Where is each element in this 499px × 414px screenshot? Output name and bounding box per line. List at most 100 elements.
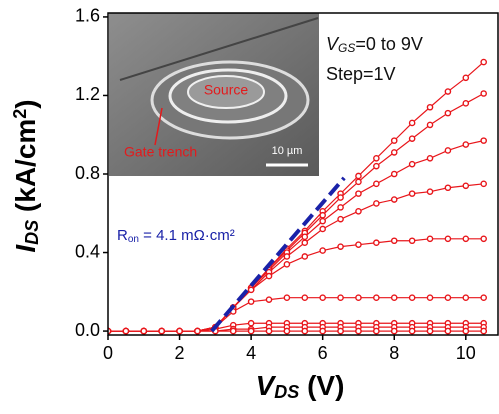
marker: [284, 262, 289, 267]
marker: [445, 328, 450, 333]
marker: [159, 328, 164, 333]
marker: [320, 226, 325, 231]
x-tick-label: 2: [175, 343, 185, 363]
marker: [177, 328, 182, 333]
marker: [392, 197, 397, 202]
marker: [374, 328, 379, 333]
marker: [356, 179, 361, 184]
marker: [302, 240, 307, 245]
marker: [374, 156, 379, 161]
marker: [410, 238, 415, 243]
marker: [302, 295, 307, 300]
marker: [320, 219, 325, 224]
marker: [338, 295, 343, 300]
marker: [356, 328, 361, 333]
marker: [302, 328, 307, 333]
marker: [356, 209, 361, 214]
marker: [427, 105, 432, 110]
marker: [463, 75, 468, 80]
marker: [249, 321, 254, 326]
series-line: [108, 239, 484, 331]
marker: [302, 234, 307, 239]
x-tick-label: 6: [318, 343, 328, 363]
marker: [445, 111, 450, 116]
inset-image: Source Gate trench 10 µm: [109, 13, 319, 176]
marker: [427, 295, 432, 300]
marker: [463, 142, 468, 147]
marker: [481, 91, 486, 96]
x-axis-title: VDS (V): [256, 370, 345, 402]
marker: [463, 183, 468, 188]
marker: [374, 164, 379, 169]
marker: [392, 295, 397, 300]
marker: [338, 205, 343, 210]
chart: Source Gate trench 10 µm 0.00.40.81.21.6…: [0, 0, 499, 414]
marker: [249, 328, 254, 333]
marker: [320, 295, 325, 300]
marker: [427, 236, 432, 241]
marker: [427, 189, 432, 194]
x-tick-label: 10: [456, 343, 476, 363]
marker: [284, 328, 289, 333]
marker: [410, 328, 415, 333]
fit-label: Ron = 4.1 mΩ·cm²: [117, 227, 235, 245]
marker: [195, 328, 200, 333]
marker: [356, 191, 361, 196]
y-tick-label: 1.6: [75, 6, 100, 26]
marker: [392, 328, 397, 333]
marker: [266, 328, 271, 333]
y-tick-label: 0.8: [75, 163, 100, 183]
marker: [338, 328, 343, 333]
marker: [231, 328, 236, 333]
marker: [481, 328, 486, 333]
annotation: VGS=0 to 9V: [326, 34, 423, 55]
marker: [427, 156, 432, 161]
marker: [302, 254, 307, 259]
marker: [410, 191, 415, 196]
x-tick-label: 4: [246, 343, 256, 363]
marker: [463, 328, 468, 333]
annotation: Step=1V: [326, 64, 396, 84]
marker: [481, 59, 486, 64]
y-axis-title-part: ): [10, 99, 41, 108]
marker: [463, 236, 468, 241]
scale-label: 10 µm: [272, 145, 303, 157]
y-axis-title: IDS (kA/cm2): [10, 99, 43, 252]
y-axis-title-part: 2: [10, 109, 30, 119]
marker: [338, 217, 343, 222]
marker: [320, 213, 325, 218]
x-tick-label: 8: [389, 343, 399, 363]
marker: [284, 295, 289, 300]
marker: [374, 240, 379, 245]
x-axis-title-part: (V): [299, 370, 344, 401]
fit-label-part: R: [117, 227, 128, 244]
marker: [410, 136, 415, 141]
marker: [481, 138, 486, 143]
fit-line: [212, 178, 344, 331]
marker: [445, 148, 450, 153]
marker: [463, 295, 468, 300]
annotation-part: Step=1V: [326, 64, 396, 84]
marker: [392, 238, 397, 243]
marker: [123, 328, 128, 333]
inset-label: Gate trench: [124, 144, 197, 160]
marker: [284, 254, 289, 259]
marker: [356, 242, 361, 247]
fit-label-part: = 4.1 mΩ·cm²: [139, 227, 235, 244]
marker: [481, 295, 486, 300]
y-tick-label: 0.0: [75, 320, 100, 340]
marker: [374, 181, 379, 186]
marker: [320, 248, 325, 253]
y-tick-label: 1.2: [75, 84, 100, 104]
marker: [338, 195, 343, 200]
series-line: [108, 184, 484, 331]
marker: [445, 185, 450, 190]
marker: [392, 171, 397, 176]
marker: [463, 101, 468, 106]
fit-label-part: on: [128, 234, 139, 245]
marker: [445, 89, 450, 94]
marker: [481, 236, 486, 241]
x-axis-title-part: DS: [274, 382, 299, 402]
marker: [356, 173, 361, 178]
y-axis-title-part: (kA/cm: [10, 119, 41, 220]
